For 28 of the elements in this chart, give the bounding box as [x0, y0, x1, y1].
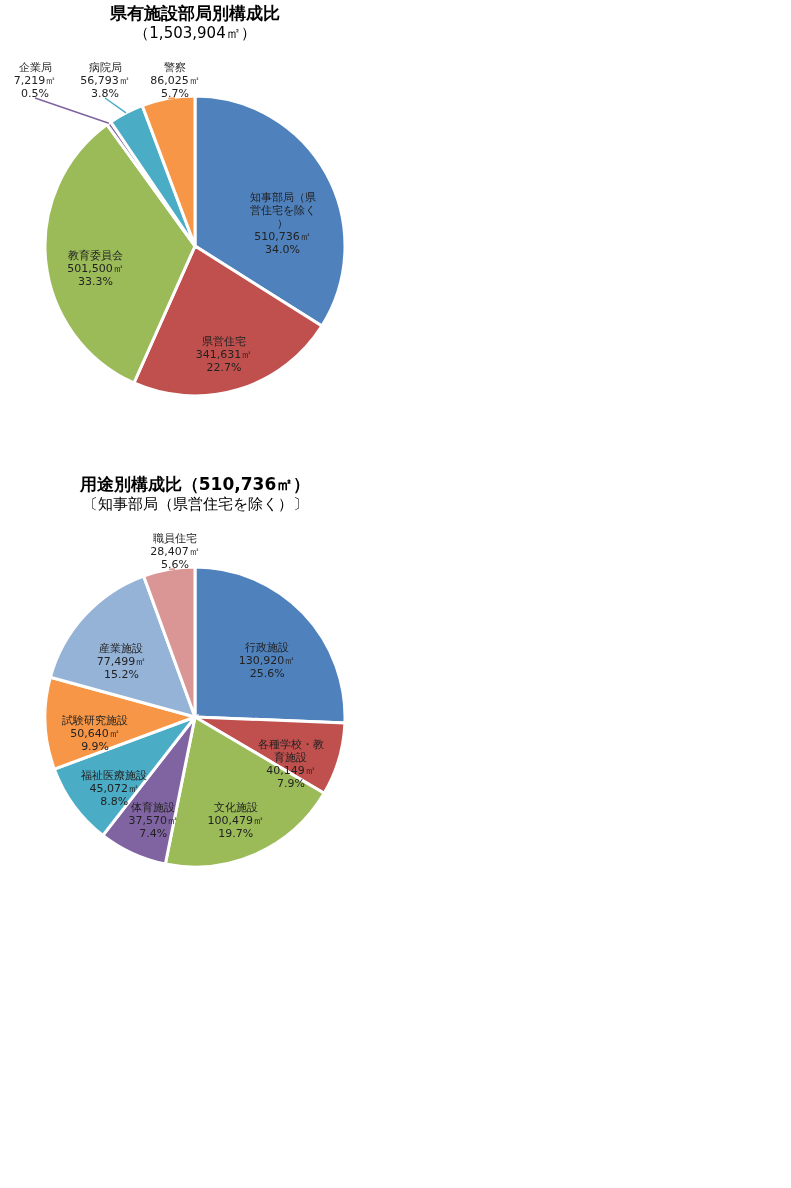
slice-label: 県営住宅	[201, 334, 246, 348]
chart-subtitle: 〔知事部局（県営住宅を除く）〕	[82, 495, 308, 513]
slice-label: 行政施設	[245, 640, 290, 654]
data-label: 56,793㎡ 3.8%	[80, 74, 130, 100]
data-label: 50,640㎡ 9.9%	[70, 727, 120, 754]
slice-label: 警察	[164, 61, 186, 74]
chart-title: 県有施設部局別構成比	[109, 3, 280, 23]
slice-label: 知事部局（県営住宅を除く）	[249, 190, 316, 230]
slice-label: 文化施設	[213, 801, 258, 815]
data-label: 28,407㎡ 5.6%	[150, 545, 200, 571]
slice-label: 産業施設	[99, 642, 144, 656]
chart-title: 用途別構成比（510,736㎡）	[78, 474, 311, 494]
slice-label: 職員住宅	[153, 532, 197, 545]
data-label: 341,631㎡ 22.7%	[195, 347, 253, 374]
slice-label: 教育委員会	[68, 249, 124, 263]
data-label: 510,736㎡ 34.0%	[254, 229, 311, 256]
data-label: 130,920㎡ 25.6%	[238, 653, 296, 680]
chart-subtitle: （1,503,904㎡）	[134, 24, 256, 42]
slice-label: 各種学校・教育施設	[257, 738, 324, 765]
slice-label: 企業局	[18, 61, 52, 74]
slice-label: 試験研究施設	[62, 714, 129, 728]
slice-label: 病院局	[88, 61, 122, 74]
data-label: 7,219㎡ 0.5%	[13, 74, 57, 100]
data-label: 501,500㎡ 33.3%	[67, 262, 124, 289]
data-label: 100,479㎡ 19.7%	[207, 814, 264, 841]
data-label: 86,025㎡ 5.7%	[150, 74, 200, 100]
data-label: 77,499㎡ 15.2%	[96, 655, 147, 682]
slice-label: 福祉医療施設	[81, 769, 148, 783]
